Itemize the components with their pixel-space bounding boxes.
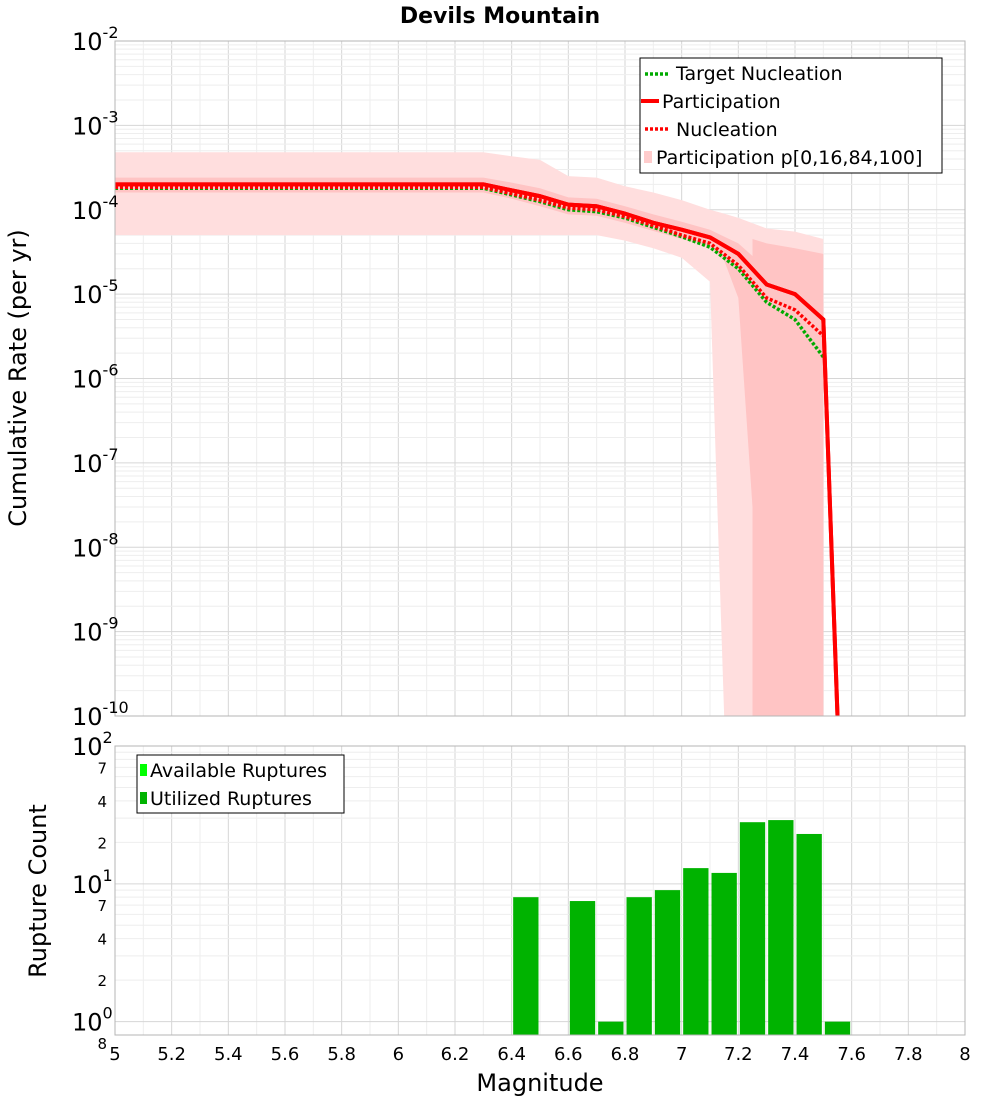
count-panel: 102 101 100 7 4 2 7 4 2 8 5 5.2 5.4 5.6 5.8 6 6.2 6.4 6.6… [24,728,971,1097]
rate-y-tick-label: 10-2 [72,23,119,56]
count-x-tick-labels: 5 5.2 5.4 5.6 5.8 6 6.2 6.4 6.6 6.8 7 7.2 7.4 7.6 7.8 8 [109,1044,970,1065]
rate-legend: Target Nucleation Participation Nucleati… [639,57,943,174]
rate-y-tick-label: 10-9 [72,614,119,647]
count-y-minor-tick-label: 8 [97,1035,107,1053]
x-axis-label: Magnitude [476,1069,603,1097]
rate-y-tick-label: 10-3 [72,107,119,140]
count-y-axis-label: Rupture Count [24,804,52,978]
x-tick-label: 5.8 [327,1044,356,1065]
x-tick-label: 7.4 [781,1044,810,1065]
legend-swatch-available-ruptures [140,764,147,776]
rate-y-tick-labels: 10-2 10-3 10-4 10-5 10-6 10-7 10-8 10-9 10-10 [72,23,129,731]
utilized-rupture-bar [654,890,681,1035]
rate-panel: 10-2 10-3 10-4 10-5 10-6 10-7 10-8 10-9 10-10 Cu… [4,23,966,731]
x-tick-label: 6.6 [554,1044,583,1065]
legend-label-available-ruptures: Available Ruptures [150,760,327,782]
utilized-rupture-bar [711,872,737,1035]
count-bars [513,820,851,1035]
count-y-tick-label: 101 [72,866,113,899]
rate-panel-frame [114,40,966,717]
x-tick-label: 5 [109,1044,120,1065]
count-y-minor-tick-label: 7 [97,759,107,777]
utilized-rupture-bar [569,901,596,1035]
x-tick-label: 7.2 [724,1044,753,1065]
count-y-minor-tick-label: 2 [97,834,107,852]
utilized-rupture-bar [768,820,794,1035]
participation-tail-band [752,239,824,716]
legend-swatch-participation-band [644,151,652,163]
x-tick-label: 7 [676,1044,687,1065]
x-tick-label: 5.6 [271,1044,300,1065]
rate-y-axis-label: Cumulative Rate (per yr) [4,229,32,527]
x-tick-label: 6.8 [611,1044,640,1065]
rate-series-lines [115,182,840,717]
rate-y-tick-label: 10-8 [72,529,119,562]
legend-label-nucleation: Nucleation [676,119,778,141]
rate-y-tick-label: 10-4 [72,192,119,225]
legend-swatch-utilized-ruptures [140,792,147,804]
count-y-minor-tick-label: 4 [97,931,107,949]
series-line-nucleation [115,185,825,338]
rate-y-tick-label: 10-7 [72,445,119,478]
utilized-rupture-bar [683,868,709,1035]
utilized-rupture-bar [796,833,822,1035]
utilized-rupture-bar [598,1021,624,1035]
count-panel-frame [114,745,966,1036]
series-line-participation-front [115,182,840,717]
legend-label-utilized-ruptures: Utilized Ruptures [150,788,312,810]
rate-y-tick-label: 10-10 [72,698,129,731]
x-tick-label: 6 [393,1044,404,1065]
x-tick-label: 5.2 [157,1044,186,1065]
rate-percentile-bands [115,152,824,716]
rate-y-tick-label: 10-6 [72,361,119,394]
x-tick-label: 7.8 [894,1044,923,1065]
x-tick-label: 5.4 [214,1044,243,1065]
count-y-minor-tick-label: 4 [97,793,107,811]
utilized-rupture-bar [824,1021,851,1035]
utilized-rupture-bar [513,897,539,1035]
count-legend: Available Ruptures Utilized Ruptures [136,754,345,814]
x-tick-label: 7.6 [837,1044,866,1065]
utilized-rupture-bar [739,822,766,1035]
chart-title: Devils Mountain [400,4,600,29]
count-y-minor-tick-label: 2 [97,972,107,990]
legend-label-participation-band: Participation p[0,16,84,100] [656,147,922,169]
count-y-tick-label: 102 [72,728,113,761]
count-legend-box [136,754,345,814]
x-tick-label: 6.4 [497,1044,526,1065]
legend-label-participation: Participation [662,91,781,113]
count-y-minor-tick-label: 7 [97,897,107,915]
rate-legend-box [639,57,943,174]
x-tick-label: 8 [959,1044,970,1065]
x-tick-label: 6.2 [441,1044,470,1065]
count-y-tick-label: 100 [72,1004,113,1037]
utilized-rupture-bar [626,897,652,1035]
count-y-tick-labels: 102 101 100 7 4 2 7 4 2 8 [72,728,113,1053]
rate-y-tick-label: 10-5 [72,276,119,309]
legend-label-target-nucleation: Target Nucleation [675,63,843,85]
